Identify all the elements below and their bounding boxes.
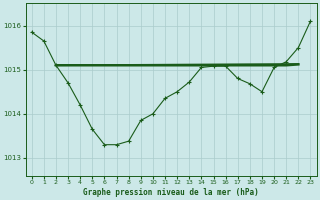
X-axis label: Graphe pression niveau de la mer (hPa): Graphe pression niveau de la mer (hPa)	[83, 188, 259, 197]
